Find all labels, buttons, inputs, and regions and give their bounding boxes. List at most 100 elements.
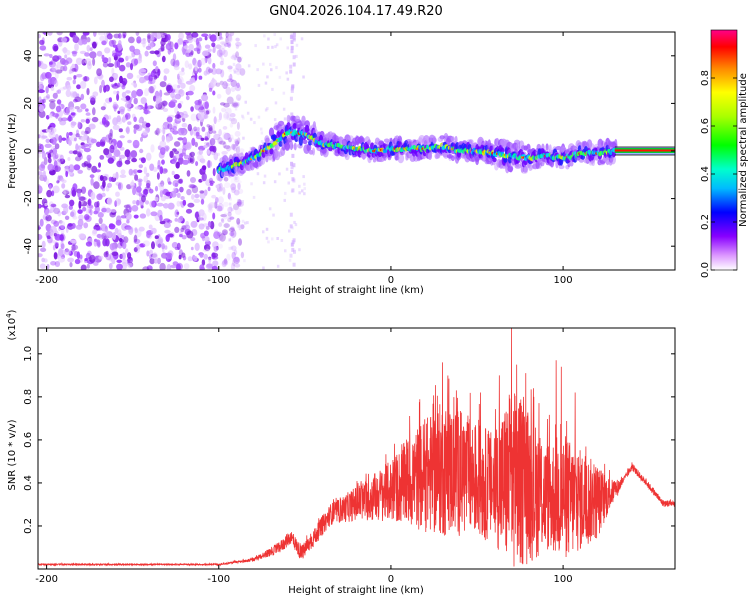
noise-speckle — [96, 50, 103, 57]
noise-speckle — [76, 108, 83, 113]
noise-speckle — [126, 55, 133, 59]
noise-speckle — [200, 198, 205, 205]
noise-speckle — [175, 161, 180, 169]
noise-speckle — [69, 199, 75, 207]
noise-speckle — [200, 57, 207, 66]
noise-speckle — [103, 251, 109, 258]
noise-speckle — [156, 128, 162, 134]
spectrogram-y-tick-label: -20 — [23, 190, 34, 206]
noise-speckle — [115, 219, 122, 226]
noise-speckle — [166, 263, 172, 270]
noise-speckle — [70, 112, 76, 116]
noise-speckle — [90, 191, 96, 200]
noise-speckle — [171, 96, 176, 100]
noise-speckle — [244, 100, 247, 104]
noise-speckle — [47, 157, 52, 164]
noise-speckle — [236, 102, 240, 107]
noise-speckle — [47, 153, 52, 159]
noise-speckle — [68, 164, 75, 173]
noise-speckle — [145, 182, 151, 189]
noise-speckle — [123, 204, 131, 209]
noise-speckle — [116, 263, 123, 270]
noise-speckle — [206, 124, 211, 128]
noise-speckle — [226, 145, 231, 152]
spectral-halo — [357, 137, 363, 144]
noise-speckle — [205, 225, 210, 230]
noise-speckle — [77, 121, 81, 129]
interference-speckle — [290, 170, 294, 174]
noise-speckle — [119, 174, 127, 178]
noise-speckle — [230, 262, 236, 270]
noise-speckle — [124, 159, 131, 165]
noise-speckle — [264, 81, 268, 85]
noise-speckle — [59, 87, 66, 91]
noise-speckle — [180, 227, 185, 232]
spectral-band — [492, 157, 497, 163]
noise-speckle — [52, 244, 56, 251]
noise-speckle — [234, 138, 239, 147]
noise-speckle — [47, 163, 54, 172]
noise-speckle — [182, 199, 187, 206]
noise-speckle — [125, 62, 131, 68]
noise-speckle — [175, 152, 181, 159]
noise-speckle — [302, 175, 305, 179]
noise-speckle — [177, 127, 185, 136]
noise-speckle — [298, 184, 301, 188]
noise-speckle — [203, 230, 209, 237]
noise-speckle — [71, 68, 77, 72]
noise-speckle — [299, 145, 302, 149]
noise-speckle — [47, 32, 53, 36]
noise-speckle — [228, 246, 231, 250]
noise-speckle — [222, 81, 228, 90]
noise-speckle — [226, 215, 233, 220]
noise-speckle — [183, 224, 191, 230]
noise-speckle — [136, 244, 141, 250]
noise-speckle — [230, 117, 238, 125]
noise-speckle — [125, 95, 131, 101]
noise-speckle — [57, 160, 62, 168]
noise-speckle — [235, 41, 242, 47]
noise-speckle — [78, 214, 84, 221]
noise-speckle — [101, 40, 107, 46]
spectral-halo — [450, 155, 455, 162]
noise-speckle — [133, 58, 139, 66]
noise-speckle — [86, 88, 90, 96]
noise-speckle — [209, 182, 214, 186]
noise-speckle — [222, 126, 228, 130]
noise-speckle — [146, 250, 150, 257]
noise-speckle — [294, 223, 298, 227]
noise-speckle — [125, 90, 131, 94]
noise-speckle — [218, 128, 222, 137]
spectral-halo — [347, 135, 354, 141]
spectral-halo — [526, 143, 531, 150]
noise-speckle — [204, 236, 210, 243]
noise-speckle — [302, 75, 305, 79]
noise-speckle — [234, 256, 240, 263]
noise-speckle — [107, 182, 112, 188]
noise-speckle — [190, 113, 197, 122]
noise-speckle — [237, 199, 243, 205]
noise-speckle — [217, 196, 224, 204]
noise-speckle — [189, 84, 196, 92]
noise-speckle — [188, 52, 194, 57]
noise-speckle — [142, 240, 150, 247]
noise-speckle — [159, 183, 165, 192]
noise-speckle — [215, 184, 220, 189]
noise-speckle — [73, 164, 81, 171]
noise-speckle — [161, 134, 165, 142]
spectral-halo — [514, 163, 522, 169]
noise-speckle — [221, 218, 225, 224]
noise-speckle — [75, 133, 80, 138]
noise-speckle — [223, 43, 231, 47]
spectral-halo — [372, 158, 377, 163]
noise-speckle — [108, 262, 113, 270]
noise-speckle — [266, 45, 270, 49]
noise-speckle — [44, 207, 50, 216]
spectral-halo — [383, 151, 387, 161]
noise-speckle — [154, 185, 159, 192]
noise-speckle — [141, 121, 148, 129]
noise-speckle — [77, 190, 81, 198]
noise-speckle — [180, 128, 187, 136]
noise-speckle — [250, 182, 253, 186]
